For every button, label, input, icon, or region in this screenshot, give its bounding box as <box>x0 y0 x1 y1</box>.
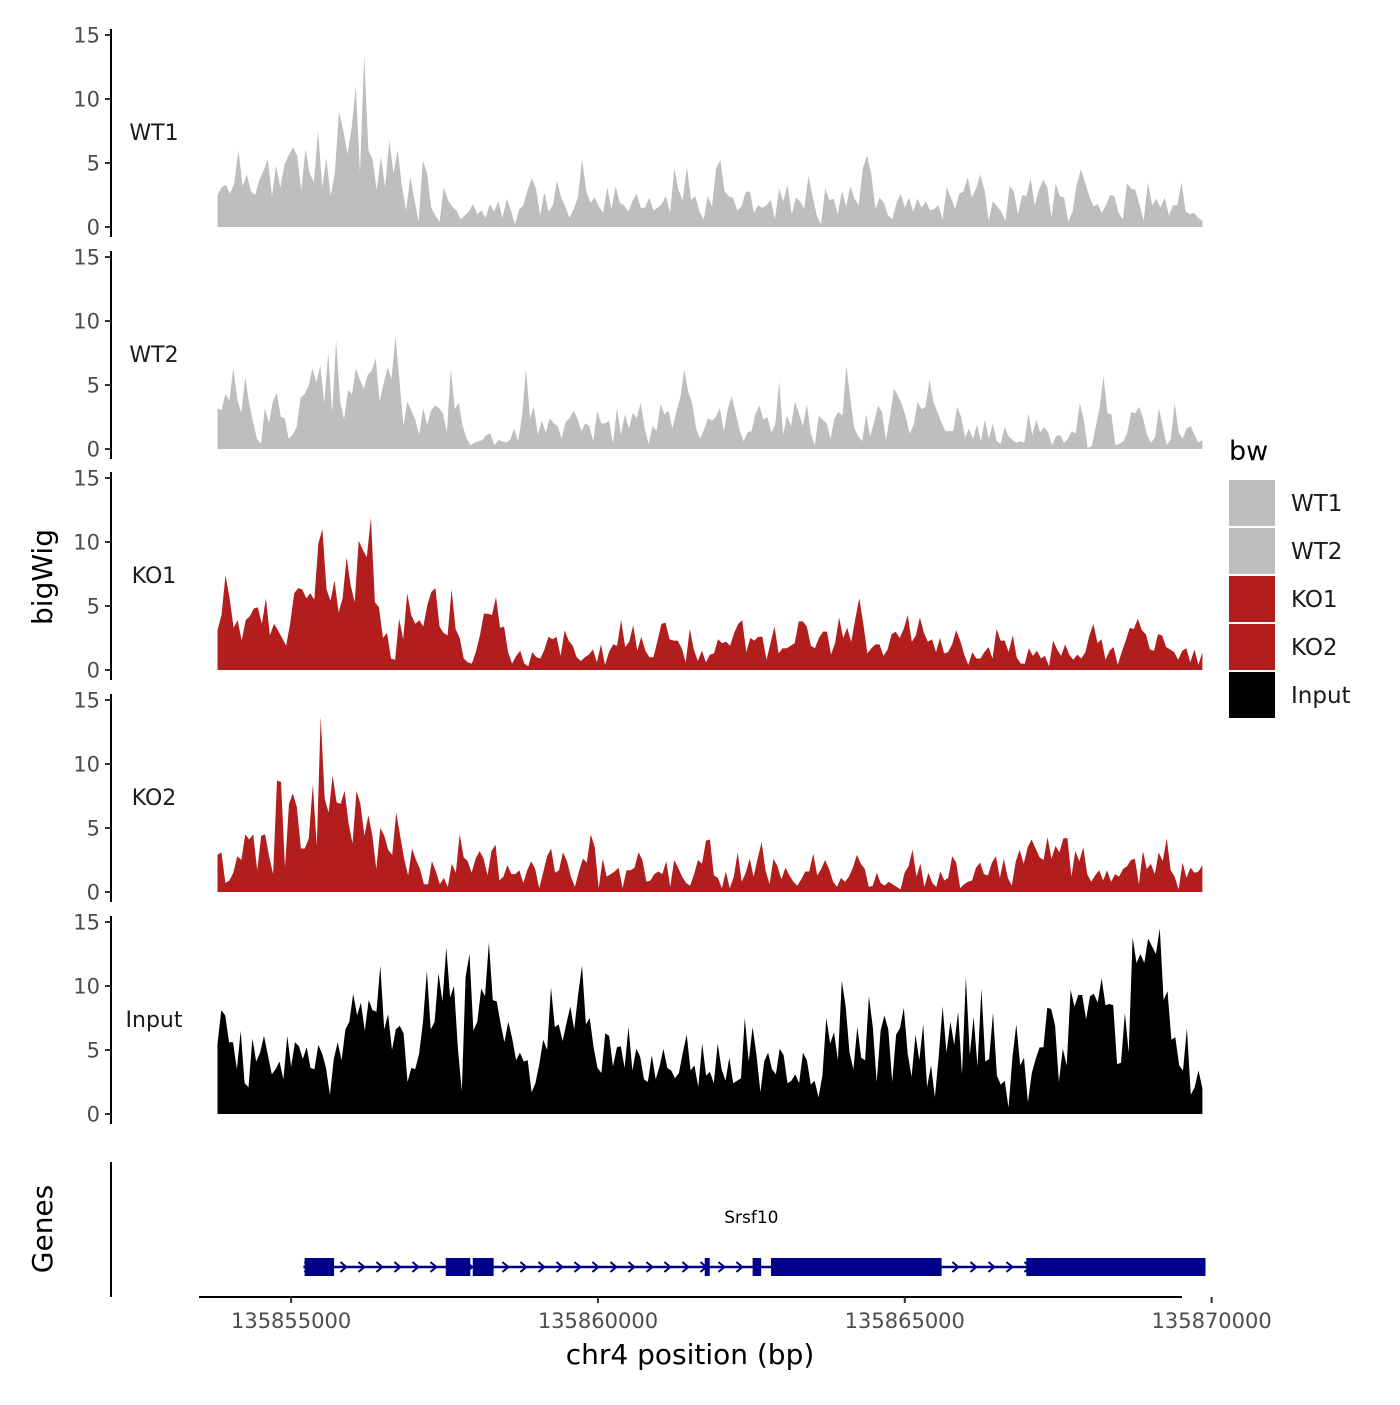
strand-arrow <box>609 1261 618 1273</box>
legend-items: WT1 WT2 KO1 KO2 Input <box>1229 480 1351 718</box>
y-tick-label-input-10: 10 <box>73 975 100 999</box>
legend-title: bw <box>1229 436 1268 467</box>
track-label-wt2: WT2 <box>129 343 178 368</box>
y-tick-label-ko2-5: 5 <box>87 817 100 841</box>
gene-structure <box>303 1258 1206 1276</box>
legend-label-ko1: KO1 <box>1291 587 1338 613</box>
strand-arrow <box>393 1261 402 1273</box>
strand-arrow <box>969 1261 978 1273</box>
strand-arrow <box>951 1261 960 1273</box>
y-tick-label-wt1-15: 15 <box>73 24 100 48</box>
track-wt1: 0 5 10 15 WT1 <box>73 24 1203 240</box>
y-tick-label-wt2-15: 15 <box>73 246 100 270</box>
strand-arrow <box>375 1261 384 1273</box>
y-tick-label-wt2-10: 10 <box>73 310 100 334</box>
strand-arrow <box>987 1261 996 1273</box>
track-input: 0 5 10 15 Input <box>73 911 1203 1127</box>
signal-tracks: 0 5 10 15 WT1 0 5 10 15 WT2 0 5 10 15 KO1 0 5 10 15 KO2 0 5 10… <box>73 24 1203 1127</box>
signal-area-input <box>217 928 1203 1114</box>
y-tick-label-wt1-0: 0 <box>87 216 100 240</box>
y-tick-label-ko2-15: 15 <box>73 689 100 713</box>
strand-arrow <box>519 1261 528 1273</box>
strand-arrow <box>411 1261 420 1273</box>
y-tick-label-ko1-0: 0 <box>87 659 100 683</box>
signal-area-wt1 <box>217 55 1203 227</box>
strand-arrow <box>681 1261 690 1273</box>
x-tick-label-135860000: 135860000 <box>538 1309 658 1333</box>
strand-arrow <box>717 1261 726 1273</box>
x-tick-label-135870000: 135870000 <box>1152 1309 1272 1333</box>
strand-arrow <box>1005 1261 1014 1273</box>
y-tick-label-ko1-5: 5 <box>87 595 100 619</box>
strand-arrow <box>591 1261 600 1273</box>
gene-track-title: Genes <box>26 1185 59 1273</box>
gene-name-label: Srsf10 <box>724 1208 778 1228</box>
legend-label-ko2: KO2 <box>1291 635 1338 661</box>
y-axis-title: bigWig <box>26 529 59 625</box>
signal-area-ko1 <box>217 517 1203 670</box>
y-tick-label-wt1-10: 10 <box>73 88 100 112</box>
legend-label-wt2: WT2 <box>1291 539 1342 565</box>
strand-arrow <box>645 1261 654 1273</box>
gene-exon-1 <box>304 1258 335 1276</box>
track-wt2: 0 5 10 15 WT2 <box>73 246 1203 462</box>
y-tick-label-input-15: 15 <box>73 911 100 935</box>
y-tick-label-input-5: 5 <box>87 1039 100 1063</box>
legend-swatch-ko1 <box>1229 576 1275 622</box>
y-tick-label-wt1-5: 5 <box>87 152 100 176</box>
gene-exon-5 <box>752 1258 762 1276</box>
x-axis-title: chr4 position (bp) <box>566 1338 815 1371</box>
strand-arrow <box>339 1261 348 1273</box>
legend-swatch-input <box>1229 672 1275 718</box>
track-label-wt1: WT1 <box>129 121 178 146</box>
legend-swatch-ko2 <box>1229 624 1275 670</box>
legend-swatch-wt2 <box>1229 528 1275 574</box>
strand-arrow <box>429 1261 438 1273</box>
strand-arrow <box>735 1261 744 1273</box>
track-ko2: 0 5 10 15 KO2 <box>73 689 1203 905</box>
y-tick-label-ko2-10: 10 <box>73 753 100 777</box>
legend-label-wt1: WT1 <box>1291 491 1342 517</box>
y-tick-label-ko1-10: 10 <box>73 531 100 555</box>
strand-arrow <box>501 1261 510 1273</box>
track-ko1: 0 5 10 15 KO1 <box>73 467 1203 683</box>
strand-arrow <box>573 1261 582 1273</box>
gene-exon-9 <box>1101 1258 1206 1276</box>
signal-area-wt2 <box>217 336 1203 449</box>
strand-arrow <box>537 1261 546 1273</box>
x-axis: 135855000 135860000 135865000 135870000 <box>199 1296 1272 1333</box>
signal-area-ko2 <box>217 716 1203 892</box>
y-tick-label-wt2-0: 0 <box>87 438 100 462</box>
strand-arrow <box>663 1261 672 1273</box>
strand-arrow <box>357 1261 366 1273</box>
gene-track-panel: Genes Srsf10 <box>26 1162 1206 1297</box>
gene-exon-3 <box>472 1258 494 1276</box>
legend-swatch-wt1 <box>1229 480 1275 526</box>
legend: bw WT1 WT2 KO1 KO2 Input <box>1229 436 1351 718</box>
gene-exon-2 <box>445 1258 471 1276</box>
x-tick-label-135855000: 135855000 <box>231 1309 351 1333</box>
y-tick-label-ko2-0: 0 <box>87 881 100 905</box>
gene-exon-4 <box>704 1258 710 1276</box>
gene-exon-8 <box>1026 1258 1108 1276</box>
y-tick-label-input-0: 0 <box>87 1103 100 1127</box>
legend-label-input: Input <box>1291 683 1351 709</box>
track-label-ko1: KO1 <box>132 564 177 589</box>
gene-exon-6 <box>771 1258 801 1276</box>
track-label-input: Input <box>126 1008 183 1033</box>
gene-exon-7 <box>799 1258 942 1276</box>
y-tick-label-wt2-5: 5 <box>87 374 100 398</box>
track-label-ko2: KO2 <box>132 786 177 811</box>
strand-arrow <box>627 1261 636 1273</box>
y-tick-label-ko1-15: 15 <box>73 467 100 491</box>
strand-arrow <box>555 1261 564 1273</box>
x-tick-label-135865000: 135865000 <box>845 1309 965 1333</box>
